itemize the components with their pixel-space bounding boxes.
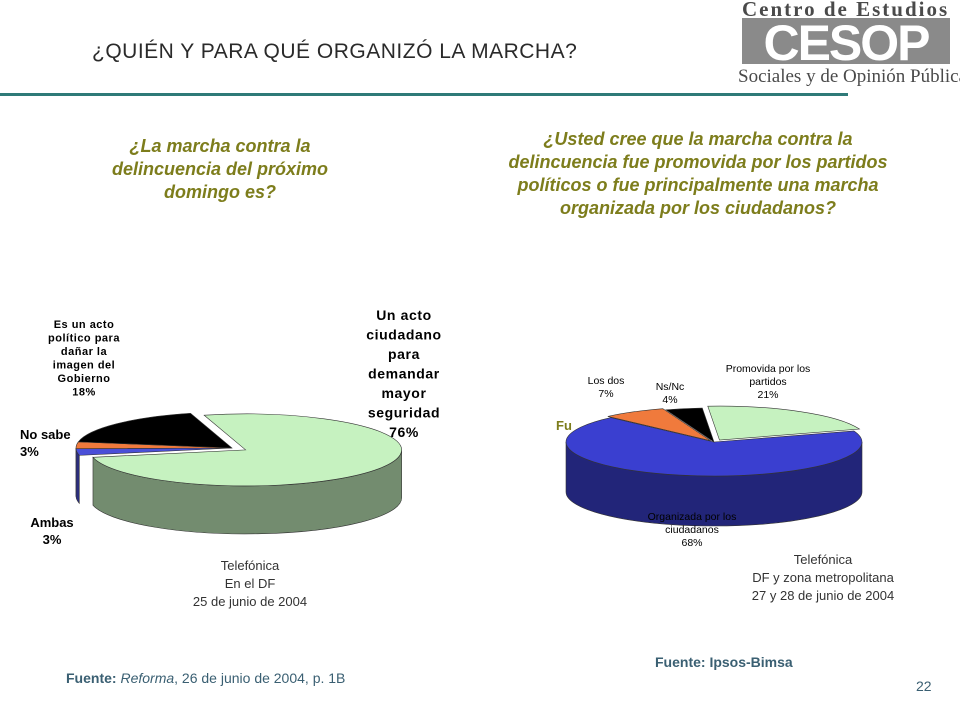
label-acto-ciudadano: Un acto — [376, 307, 432, 323]
source-right: Fuente: Ipsos-Bimsa — [655, 654, 793, 670]
label-acto-politico: político para — [48, 333, 120, 345]
chart-labels: Un acto ciudadano para demandar mayor segurid… — [20, 307, 810, 549]
cesop-logo: Centro de Estudios CESOP Sociales y de O… — [738, 0, 960, 96]
survey-note-left: Telefónica En el DF 25 de junio de 2004 — [160, 557, 340, 611]
pie-chart-right — [565, 405, 863, 527]
pie-slice-side — [75, 448, 80, 505]
label-acto-politico: Es un acto — [54, 319, 115, 331]
question-left: ¿La marcha contra la delincuencia del pr… — [111, 136, 329, 202]
label-ns-nc: 4% — [662, 394, 677, 406]
label-organizada: ciudadanos — [665, 524, 719, 536]
survey-note-right: Telefónica DF y zona metropolitana 27 y … — [718, 551, 928, 605]
source-left-publication: Reforma — [120, 670, 175, 686]
label-no-sabe: 3% — [20, 444, 39, 459]
question-right: ¿Usted cree que la marcha contra la deli… — [508, 129, 888, 218]
page-number: 22 — [916, 678, 932, 694]
page-title: ¿QUIÉN Y PARA QUÉ ORGANIZÓ LA MARCHA? — [92, 40, 578, 63]
label-organizada: Organizada por los — [648, 511, 737, 523]
pie-slice — [92, 413, 402, 487]
label-acto-ciudadano: mayor — [381, 385, 426, 401]
label-promovida: partidos — [749, 376, 786, 388]
survey-note-line: Telefónica — [220, 558, 280, 573]
label-ambas: 3% — [43, 532, 62, 547]
label-organizada: 68% — [681, 537, 702, 549]
label-acto-ciudadano: demandar — [368, 366, 440, 382]
hidden-text-fragment: Fu — [556, 418, 572, 433]
logo-mark: CESOP — [742, 15, 950, 71]
source-left-detail: , 26 de junio de 2004, p. 1B — [174, 670, 346, 686]
label-los-dos: 7% — [598, 388, 613, 400]
label-acto-ciudadano: para — [388, 346, 420, 362]
survey-note-line: Telefónica — [793, 552, 853, 567]
logo-bottom-text: Sociales y de Opinión Pública — [738, 66, 960, 87]
label-promovida: 21% — [757, 389, 778, 401]
label-ns-nc: Ns/Nc — [656, 381, 685, 393]
label-acto-ciudadano: ciudadano — [366, 327, 441, 343]
pie-slice — [607, 408, 712, 442]
pie-slice — [77, 412, 233, 449]
source-left: Fuente: Reforma, 26 de junio de 2004, p.… — [66, 670, 345, 686]
label-acto-politico: dañar la — [61, 346, 108, 358]
pie-slice — [565, 417, 863, 477]
pie-slice — [665, 407, 715, 443]
label-acto-politico: imagen del — [53, 360, 115, 372]
label-acto-politico: Gobierno — [58, 373, 111, 385]
label-acto-ciudadano: 76% — [389, 424, 419, 440]
header-rule — [0, 93, 848, 96]
label-promovida: Promovida por los — [726, 363, 811, 375]
survey-note-line: 27 y 28 de junio de 2004 — [751, 588, 895, 603]
survey-note-line: 25 de junio de 2004 — [192, 594, 308, 609]
label-ambas: Ambas — [30, 515, 73, 530]
label-no-sabe: No sabe — [20, 427, 71, 442]
pie-chart-left — [75, 412, 402, 535]
survey-note-line: En el DF — [224, 576, 276, 591]
logo-top-text: Centro de Estudios — [742, 0, 950, 21]
label-los-dos: Los dos — [588, 375, 625, 387]
source-left-label: Fuente: — [66, 670, 117, 686]
label-acto-ciudadano: seguridad — [368, 405, 440, 421]
pie-slice — [707, 405, 861, 441]
survey-note-line: DF y zona metropolitana — [752, 570, 894, 585]
logo-letters: CESOP — [763, 15, 929, 71]
label-acto-politico: 18% — [72, 387, 96, 399]
